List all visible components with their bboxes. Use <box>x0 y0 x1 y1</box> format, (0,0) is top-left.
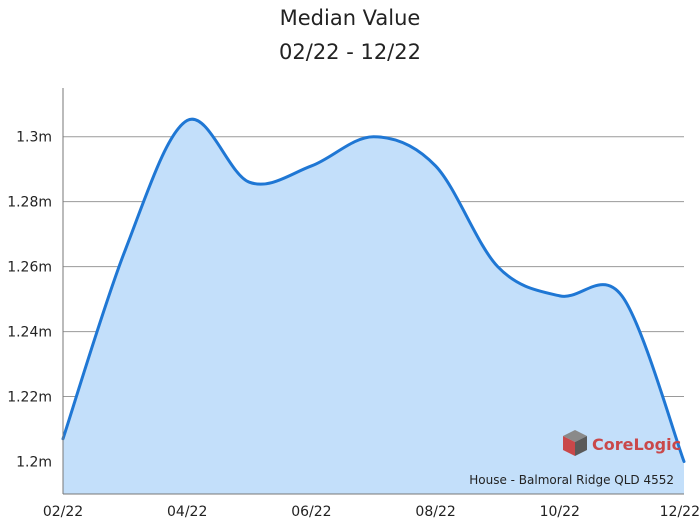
area-layer <box>61 117 686 494</box>
y-tick-label: 1.22m <box>7 390 52 406</box>
axes <box>62 88 684 495</box>
y-tick-label: 1.26m <box>7 260 52 276</box>
y-tick-label: 1.28m <box>7 195 52 211</box>
x-tick-label: 02/22 <box>43 504 83 520</box>
series-line <box>61 117 686 464</box>
series-area-fill <box>63 119 684 494</box>
corelogic-logo: CoreLogic <box>563 430 681 456</box>
chart-caption: House - Balmoral Ridge QLD 4552 <box>469 473 674 487</box>
y-tick-label: 1.24m <box>7 325 52 341</box>
x-tick-label: 10/22 <box>540 504 580 520</box>
x-tick-label: 12/22 <box>660 504 700 520</box>
logo-cube-right <box>575 436 587 456</box>
logo-cube-left <box>563 436 575 456</box>
x-tick-label: 04/22 <box>167 504 207 520</box>
y-tick-label: 1.3m <box>16 130 52 146</box>
x-tick-labels: 02/22 04/22 06/22 08/22 10/22 12/22 <box>43 504 700 520</box>
corelogic-logo-text: CoreLogic <box>592 435 681 454</box>
x-tick-label: 08/22 <box>415 504 455 520</box>
chart-title-line-2: 02/22 - 12/22 <box>279 40 421 64</box>
x-tick-label: 06/22 <box>291 504 331 520</box>
chart-title-line-1: Median Value <box>280 6 421 30</box>
y-tick-labels: 1.2m 1.22m 1.24m 1.26m 1.28m 1.3m <box>7 130 52 471</box>
y-tick-label: 1.2m <box>16 455 52 471</box>
